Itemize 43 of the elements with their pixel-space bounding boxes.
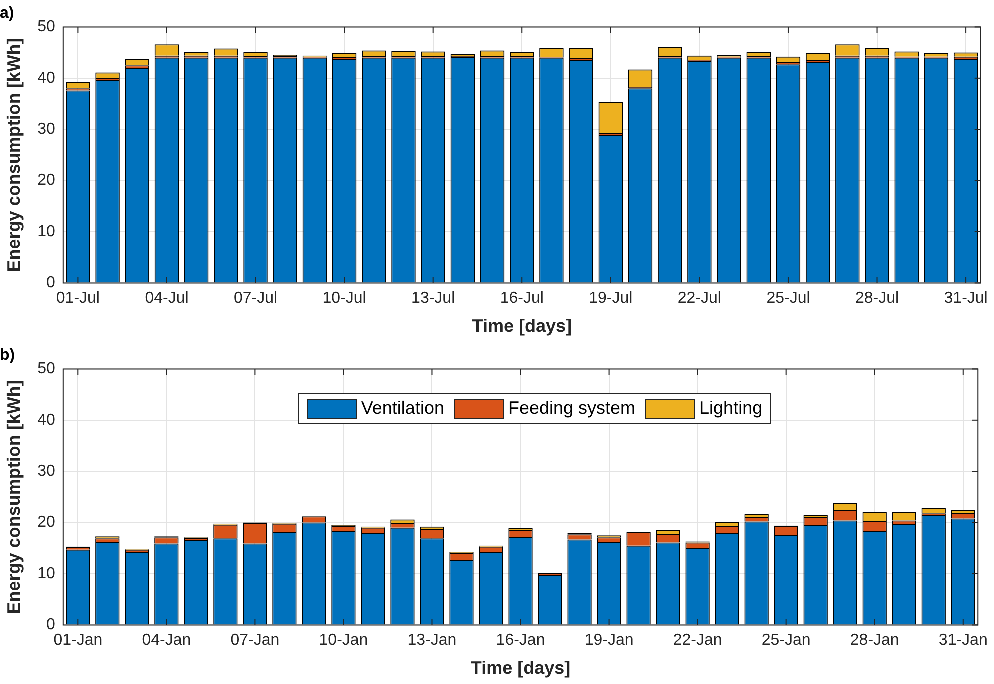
y-tick-label: 10 (38, 565, 56, 582)
x-tick-label: 31-Jan (938, 632, 988, 650)
x-tick-label: 31-Jul (944, 290, 988, 308)
y-tick-label: 50 (38, 360, 56, 378)
x-tick-label: 07-Jan (230, 632, 280, 650)
x-tick-label: 28-Jan (850, 632, 900, 650)
x-tick-label: 25-Jul (766, 290, 810, 308)
chart-title: a) (0, 5, 14, 22)
legend-label: Ventilation (361, 398, 444, 419)
x-tick-label: 13-Jul (412, 290, 456, 308)
legend-label: Feeding system (508, 398, 636, 419)
y-tick-label: 40 (38, 412, 56, 429)
x-tick-label: 19-Jan (584, 632, 634, 650)
x-tick-label: 22-Jul (678, 290, 722, 308)
y-tick-label: 20 (38, 172, 56, 190)
x-tick-label: 28-Jul (855, 290, 900, 308)
x-tick-label: 13-Jan (408, 632, 457, 650)
y-tick-label: 0 (46, 616, 56, 634)
y-axis-title: Energy consumption [kWh] (4, 380, 24, 614)
x-tick-label: 04-Jul (145, 290, 189, 308)
x-tick-label: 01-Jul (56, 290, 100, 308)
y-tick-label: 50 (38, 18, 56, 36)
chart-title: b) (0, 347, 16, 364)
x-tick-label: 01-Jan (54, 632, 103, 650)
y-axis-title: Energy consumption [kWh] (4, 38, 24, 272)
x-tick-label: 16-Jul (500, 290, 544, 308)
x-tick-label: 04-Jan (142, 632, 192, 650)
y-tick-label: 20 (38, 514, 56, 532)
x-tick-label: 10-Jul (322, 290, 366, 308)
y-tick-label: 0 (46, 274, 56, 292)
legend-label: Lighting (700, 398, 763, 419)
x-tick-label: 22-Jan (673, 632, 722, 650)
x-tick-label: 07-Jul (234, 290, 278, 308)
x-tick-label: 10-Jan (319, 632, 368, 650)
x-tick-label: 19-Jul (589, 290, 633, 308)
y-tick-label: 40 (38, 70, 56, 87)
x-tick-label: 25-Jan (762, 632, 811, 650)
y-tick-label: 10 (38, 223, 56, 240)
x-tick-label: 16-Jan (496, 632, 546, 650)
y-tick-label: 30 (38, 121, 56, 138)
x-axis-title: Time [days] (472, 316, 572, 336)
y-tick-label: 30 (38, 463, 56, 480)
x-axis-title: Time [days] (470, 658, 571, 678)
